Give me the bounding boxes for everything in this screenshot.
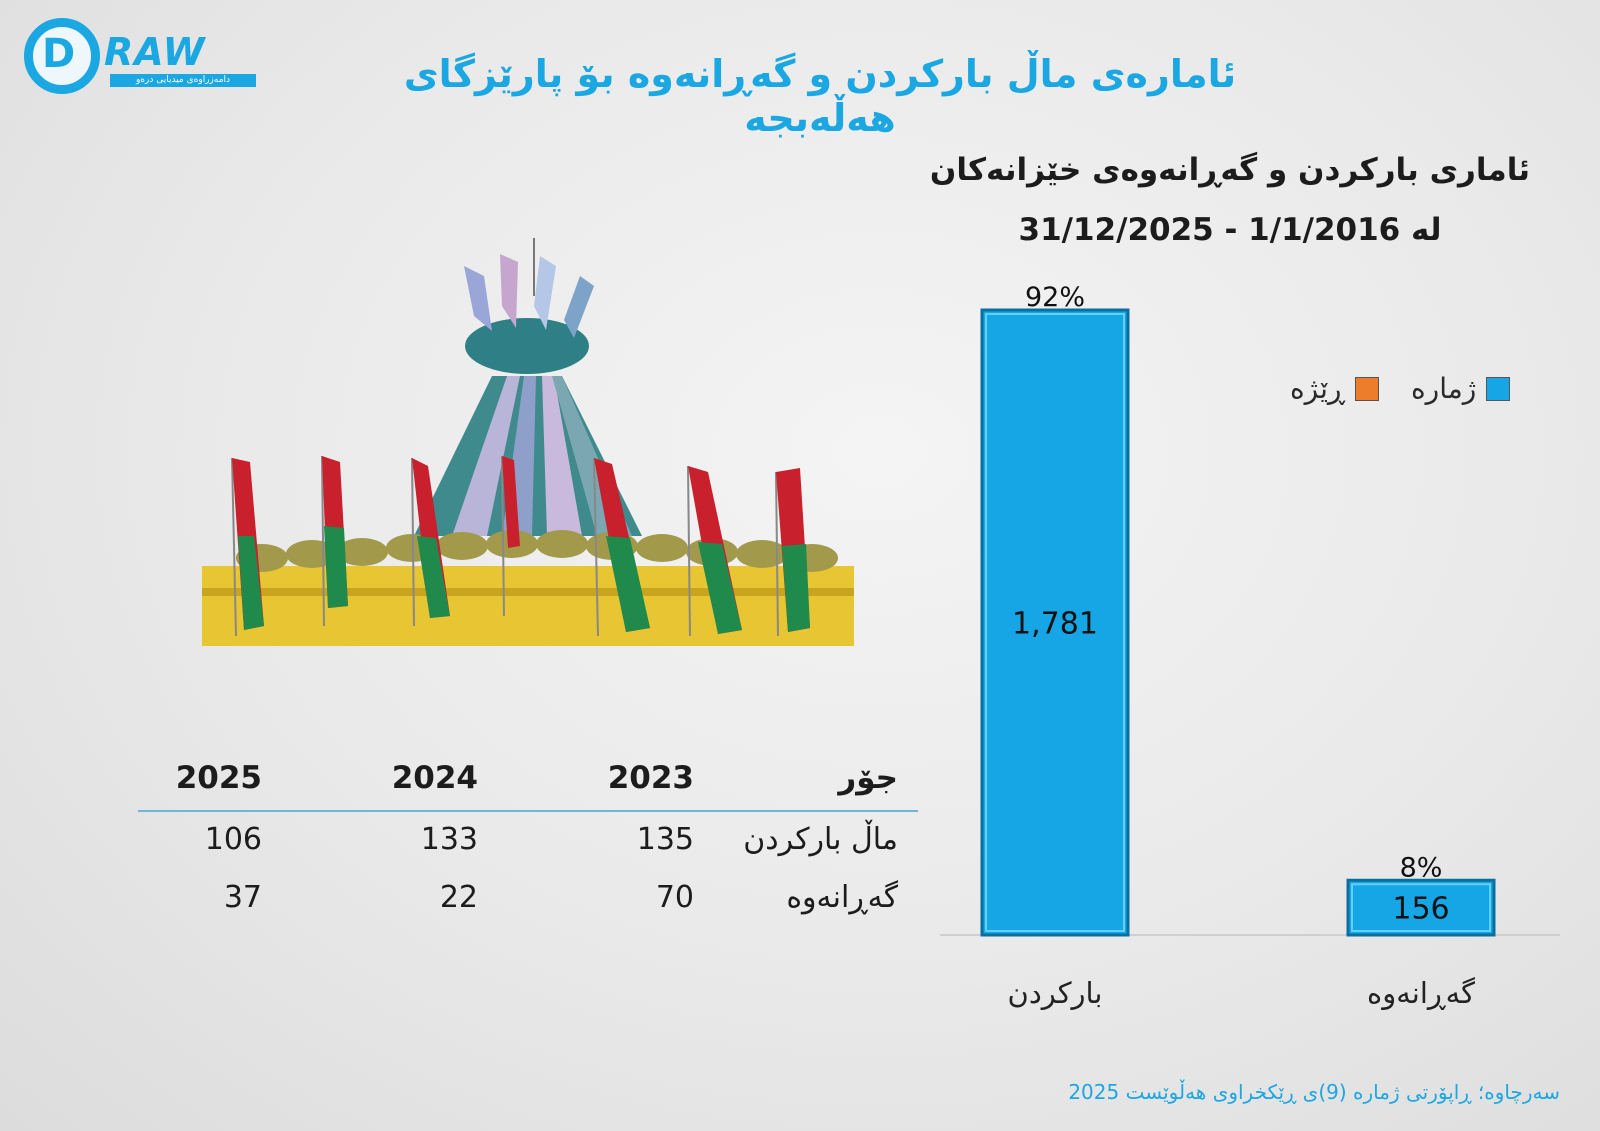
- draw-logo: D RAW دامەزراوەی میدیایی درەو: [24, 18, 256, 98]
- bar-value-label-0: 1,781: [1012, 607, 1098, 642]
- table-row: 106 133 135 ماڵ بارکردن: [138, 812, 918, 870]
- table-header-row: 2025 2024 2023 جۆر: [138, 750, 918, 812]
- legend-label-count: ژمارە: [1411, 372, 1477, 405]
- cell-2024: 133: [420, 822, 478, 857]
- cell-2023: 135: [636, 822, 694, 857]
- bar-0: [980, 308, 1130, 937]
- bar-bevel-0: [985, 313, 1125, 932]
- cell-type: ماڵ بارکردن: [743, 822, 898, 857]
- chart-legend: ژمارە ڕێژە: [1290, 372, 1511, 405]
- table-row: 37 22 70 گەڕانەوە: [138, 870, 918, 928]
- logo-wordmark: RAW: [104, 30, 206, 74]
- chart-heading-line2: لە 1/1/2016 - 31/12/2025: [1018, 212, 1442, 248]
- header-2023: 2023: [607, 760, 694, 796]
- cell-2025: 37: [223, 880, 262, 915]
- bar-chart: 1,781 92% بارکردن 156 8% گەڕانەوە: [940, 282, 1560, 1010]
- bar-1: [1346, 878, 1496, 937]
- header-type: جۆر: [838, 760, 898, 796]
- cell-type: گەڕانەوە: [786, 880, 898, 915]
- bar-bevel-1: [1351, 883, 1491, 933]
- cell-2025: 106: [204, 822, 262, 857]
- header-2024: 2024: [391, 760, 478, 796]
- page-title: ئامارەی ماڵ بارکردن و گەڕانەوە بۆ پارێزگ…: [403, 52, 1237, 140]
- source-note: سەرچاوە؛ ڕاپۆرتی ژمارە (9)ی ڕێکخراوی هەڵ…: [1068, 1080, 1560, 1104]
- bar-percent-label-1: 8%: [1400, 852, 1443, 883]
- logo-tagline: دامەزراوەی میدیایی درەو: [110, 74, 256, 87]
- legend-item-ratio: ڕێژە: [1290, 372, 1380, 405]
- bar-value-label-1: 156: [1392, 892, 1449, 927]
- legend-swatch-count: [1486, 376, 1511, 401]
- bar-percent-label-0: 92%: [1025, 282, 1085, 313]
- cell-2024: 22: [439, 880, 478, 915]
- logo-ring: [24, 18, 100, 94]
- statistics-table: 2025 2024 2023 جۆر 106 133 135 ماڵ بارکر…: [138, 750, 918, 928]
- cell-2023: 70: [655, 880, 694, 915]
- legend-swatch-ratio: [1355, 376, 1380, 401]
- category-label-1: گەڕانەوە: [1367, 976, 1475, 1010]
- logo-letter: D: [42, 31, 76, 77]
- halabja-monument-image: [202, 238, 854, 646]
- category-label-0: بارکردن: [1008, 976, 1103, 1010]
- header-2025: 2025: [175, 760, 262, 796]
- chart-heading-line1: ئاماری بارکردن و گەڕانەوەی خێزانەکان: [929, 152, 1530, 188]
- legend-label-ratio: ڕێژە: [1290, 372, 1346, 405]
- chart-heading: ئاماری بارکردن و گەڕانەوەی خێزانەکان لە …: [930, 140, 1530, 260]
- legend-item-count: ژمارە: [1411, 372, 1511, 405]
